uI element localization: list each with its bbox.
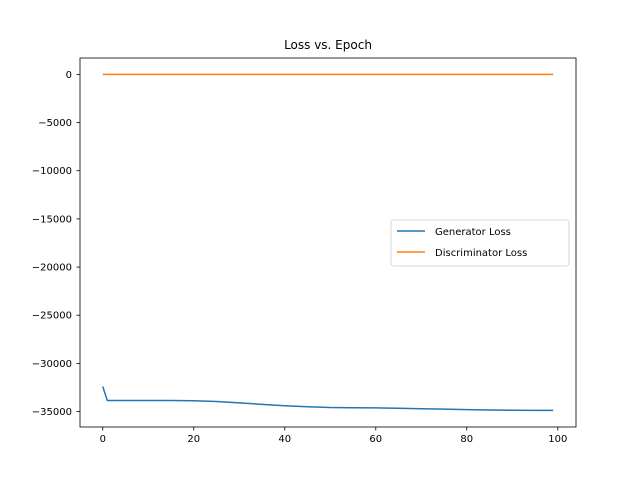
x-tick-label: 20 [187, 434, 200, 445]
y-tick-label: −5000 [38, 118, 72, 129]
y-tick-label: −15000 [32, 214, 72, 225]
legend-box [390, 219, 570, 267]
x-tick-label: 60 [369, 434, 382, 445]
legend-label: Generator Loss [435, 227, 511, 238]
y-tick-label: −30000 [32, 359, 72, 370]
x-tick-label: 100 [548, 434, 567, 445]
y-tick-label: −20000 [32, 263, 72, 274]
x-axis: 0 20 40 60 80 100 [100, 427, 567, 445]
y-tick-label: −35000 [32, 407, 72, 418]
series-line-generator-loss [102, 386, 554, 412]
x-tick-label: 40 [278, 434, 291, 445]
legend-label: Discriminator Loss [435, 248, 527, 259]
y-tick-label: 0 [66, 70, 72, 81]
x-tick-label: 80 [460, 434, 473, 445]
y-tick-label: −25000 [32, 311, 72, 322]
y-axis: 0 −5000 −10000 −15000 −20000 −25000 −30000 −350… [32, 70, 80, 418]
legend: Generator Loss Discriminator Loss [390, 219, 570, 267]
chart-title: Loss vs. Epoch [284, 38, 372, 52]
series-layer [102, 73, 554, 412]
x-tick-label: 0 [100, 434, 106, 445]
plot-frame [79, 57, 577, 428]
y-tick-label: −10000 [32, 166, 72, 177]
